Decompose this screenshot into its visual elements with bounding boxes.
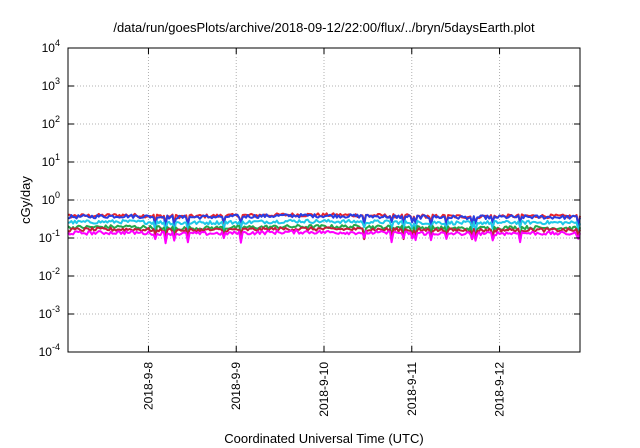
chart-title: /data/run/goesPlots/archive/2018-09-12/2… [113, 20, 535, 35]
series-line-4 [67, 226, 581, 241]
y-tick-label: 104 [42, 38, 60, 55]
x-tick-label: 2018-9-12 [493, 362, 507, 417]
grid [68, 48, 580, 352]
x-tick-label: 2018-9-8 [141, 362, 155, 410]
y-axis-label: cGy/day [18, 176, 33, 224]
y-tick-label: 10-4 [39, 342, 60, 359]
x-axis: 2018-9-8 2018-9-9 2018-9-10 2018-9-11 2018-9… [141, 48, 507, 417]
series-line-5 [67, 229, 581, 245]
y-tick-label: 10-1 [39, 228, 60, 245]
x-tick-label: 2018-9-10 [317, 362, 331, 417]
x-tick-label: 2018-9-9 [229, 362, 243, 410]
series-layer [67, 212, 581, 245]
y-tick-label: 10-2 [39, 266, 60, 283]
x-tick-label: 2018-9-11 [405, 362, 419, 416]
y-tick-label: 10-3 [39, 304, 60, 321]
x-axis-label: Coordinated Universal Time (UTC) [224, 431, 423, 446]
y-tick-label: 100 [42, 190, 60, 207]
y-tick-label: 102 [42, 114, 60, 131]
y-tick-label: 101 [42, 152, 60, 169]
series-line-1 [67, 213, 581, 228]
y-axis: 10-4 10-3 10-2 10-1 100 101 102 103 104 [39, 38, 580, 359]
series-line-2 [67, 218, 581, 234]
y-tick-label: 103 [42, 76, 60, 93]
